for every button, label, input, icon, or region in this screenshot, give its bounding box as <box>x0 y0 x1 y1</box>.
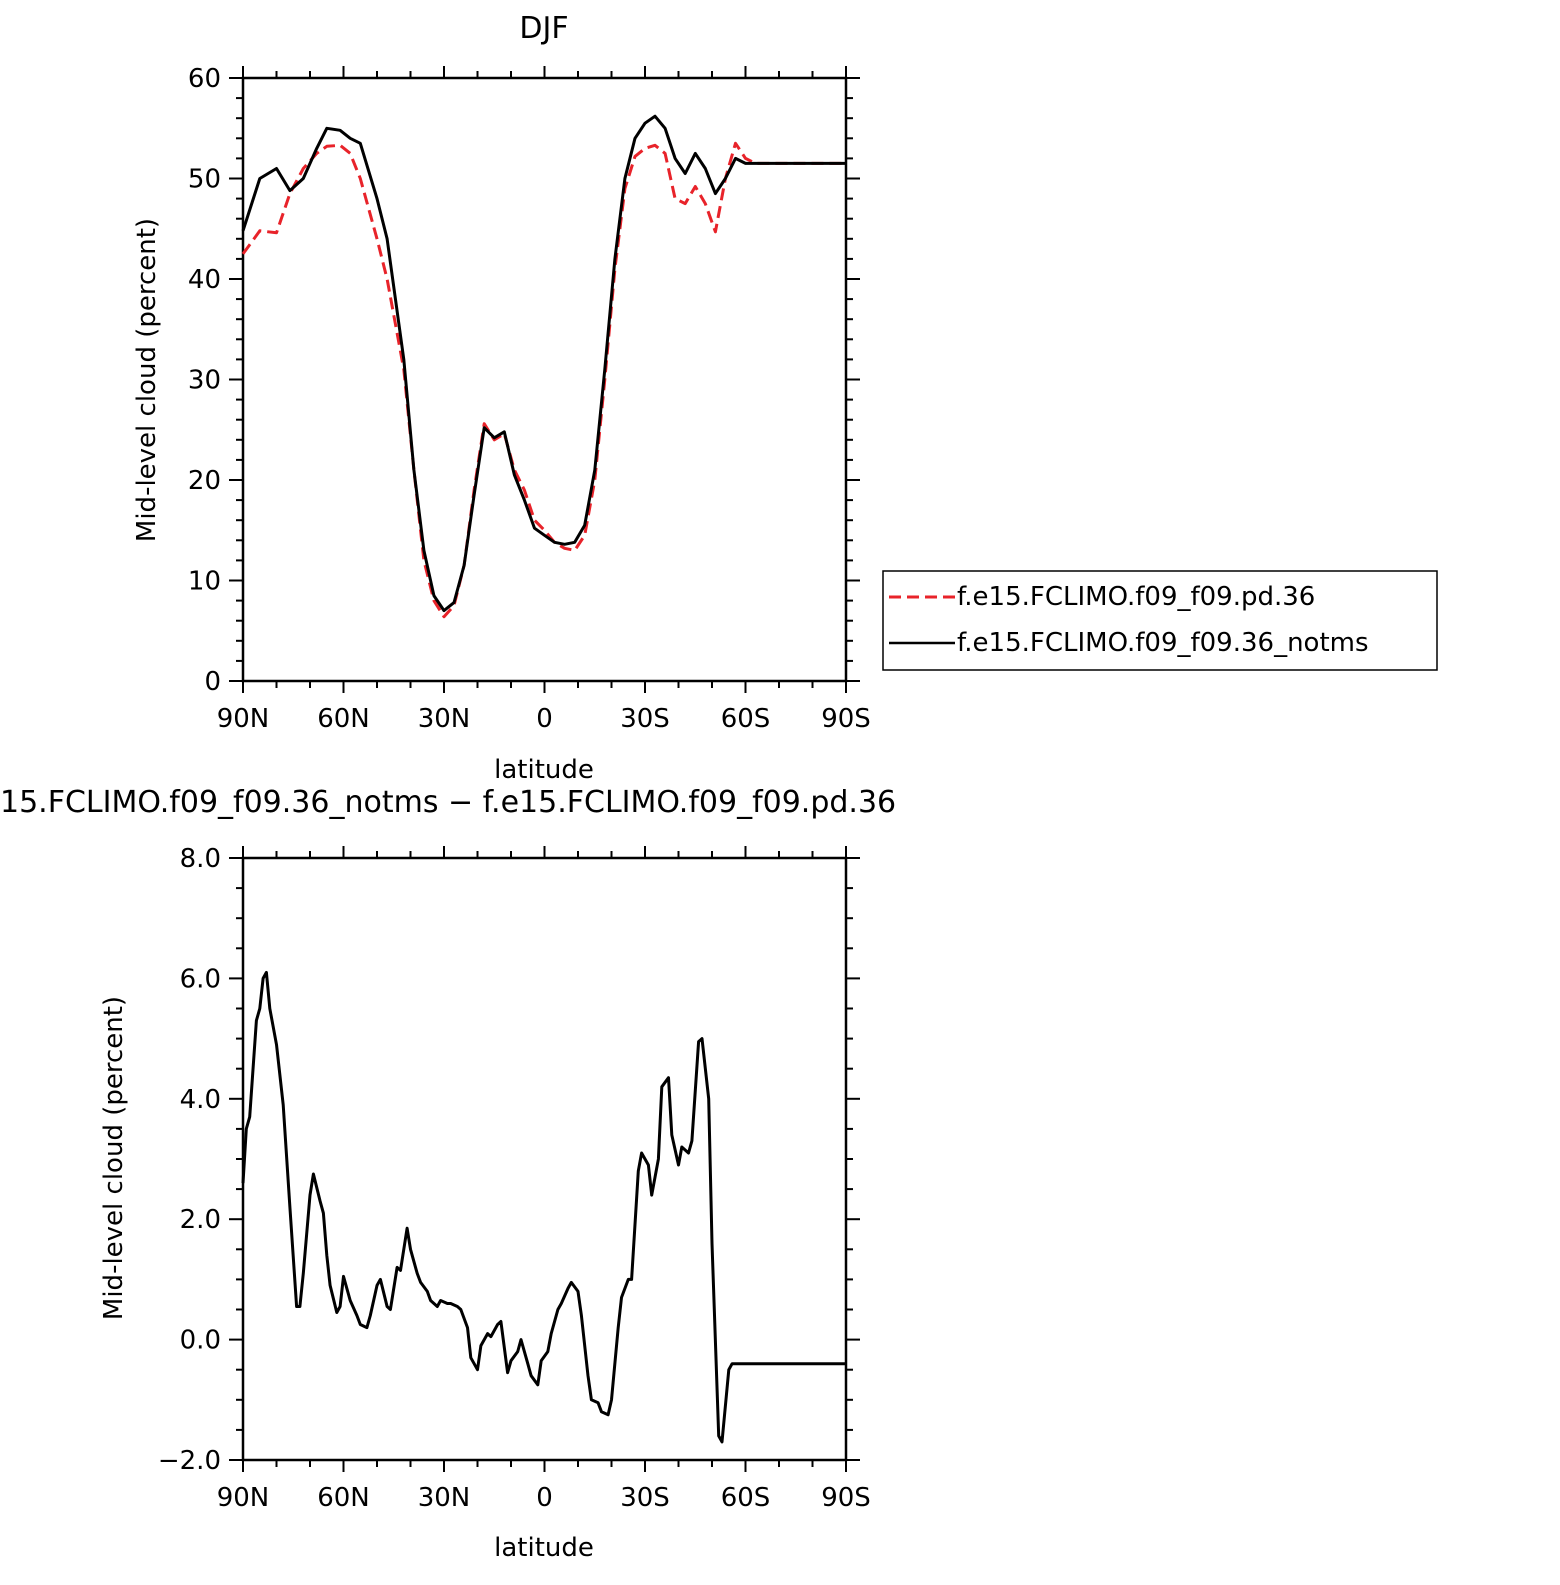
legend-entry-notms: f.e15.FCLIMO.f09_f09.36_notms <box>957 628 1369 658</box>
top-x-axis-label: latitude <box>494 755 594 785</box>
y-tick-label: 30 <box>188 366 221 396</box>
top-panel: DJF Mid-level cloud (percent) latitude 9… <box>132 11 1438 785</box>
y-tick-label: 40 <box>188 265 221 295</box>
bottom-panel: 15.FCLIMO.f09_f09.36_notms − f.e15.FCLIM… <box>0 785 896 1563</box>
y-tick-label: 0 <box>204 667 221 697</box>
bottom-plot-area: 90N 60N 30N 0 30S 60S 90S −2.0 0.0 2.0 4.0 6.0 8.0 <box>158 844 871 1513</box>
y-tick-label: −2.0 <box>158 1446 221 1476</box>
x-tick-label: 90N <box>217 704 270 734</box>
legend: f.e15.FCLIMO.f09_f09.pd.36 f.e15.FCLIMO.… <box>882 570 1438 671</box>
top-plot-area: 90N 60N 30N 0 30S 60S 90S 0 10 20 30 40 50 60 <box>188 64 871 734</box>
x-tick-label: 60S <box>721 1483 771 1513</box>
x-tick-label: 30S <box>620 704 670 734</box>
x-tick-label: 0 <box>536 1483 553 1513</box>
x-tick-label: 90S <box>821 704 871 734</box>
y-tick-label: 8.0 <box>180 844 221 874</box>
x-tick-label: 30N <box>418 1483 471 1513</box>
x-tick-label: 90S <box>821 1483 871 1513</box>
y-tick-label: 60 <box>188 64 221 94</box>
plot-frame <box>241 856 848 1462</box>
bottom-x-axis-label: latitude <box>494 1533 594 1563</box>
legend-box <box>882 570 1438 671</box>
y-tick-label: 6.0 <box>180 964 221 994</box>
x-tick-label: 90N <box>217 1483 270 1513</box>
top-y-axis-label: Mid-level cloud (percent) <box>132 218 162 542</box>
y-tick-label: 4.0 <box>180 1085 221 1115</box>
plot-frame <box>241 76 848 683</box>
series-line-2 <box>241 114 846 613</box>
x-tick-label: 30N <box>418 704 471 734</box>
x-tick-label: 30S <box>620 1483 670 1513</box>
series-line-1 <box>241 141 846 619</box>
bottom-y-axis-label: Mid-level cloud (percent) <box>99 996 129 1320</box>
series-line-1 <box>241 970 846 1444</box>
x-tick-label: 0 <box>536 704 553 734</box>
y-tick-label: 20 <box>188 466 221 496</box>
x-tick-label: 60N <box>317 704 370 734</box>
y-tick-label: 10 <box>188 567 221 597</box>
y-tick-label: 50 <box>188 165 221 195</box>
y-tick-label: 0.0 <box>180 1326 221 1356</box>
y-tick-label: 2.0 <box>180 1205 221 1235</box>
bottom-chart-title: 15.FCLIMO.f09_f09.36_notms − f.e15.FCLIM… <box>0 785 896 820</box>
x-tick-label: 60N <box>317 1483 370 1513</box>
legend-entry-pd36: f.e15.FCLIMO.f09_f09.pd.36 <box>957 582 1315 612</box>
x-tick-label: 60S <box>721 704 771 734</box>
top-chart-title: DJF <box>519 11 568 46</box>
